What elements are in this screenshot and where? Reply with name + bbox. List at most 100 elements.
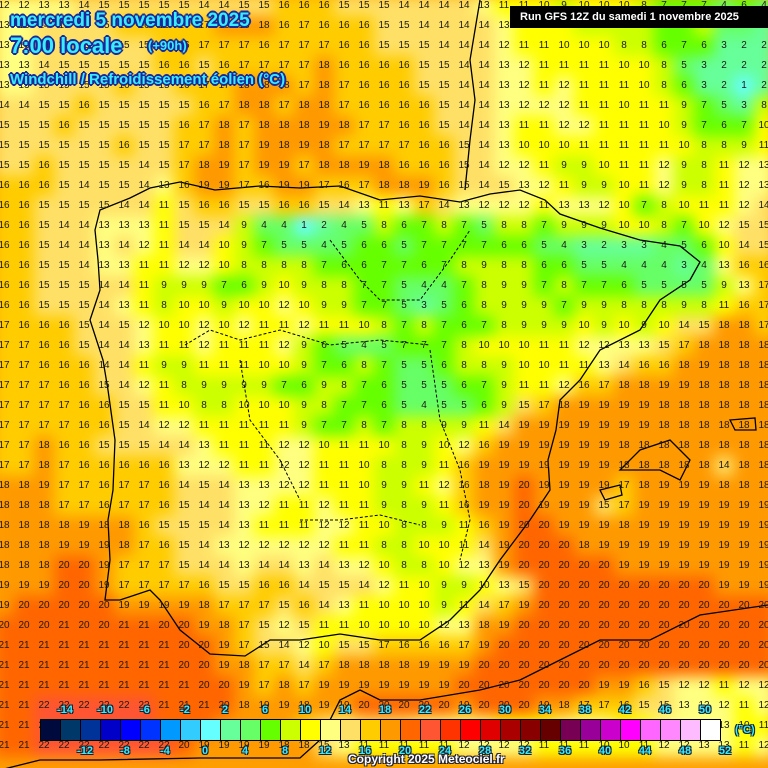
grid-value: 21	[0, 680, 10, 691]
grid-value: 13	[398, 200, 410, 211]
grid-value: 14	[0, 100, 10, 111]
grid-value: 18	[0, 560, 10, 571]
grid-value: 14	[178, 240, 190, 251]
grid-value: 22	[78, 740, 90, 751]
grid-value: 9	[521, 320, 527, 331]
grid-value: 15	[58, 100, 70, 111]
grid-value: 14	[218, 480, 230, 491]
grid-value: 11	[358, 740, 370, 751]
grid-value: 18	[698, 380, 710, 391]
grid-value: 17	[18, 420, 30, 431]
grid-value: 14	[278, 560, 290, 571]
grid-value: 11	[218, 440, 230, 451]
grid-value: 13	[458, 200, 470, 211]
grid-value: 8	[401, 440, 407, 451]
grid-value: 3	[681, 260, 687, 271]
grid-value: 22	[138, 740, 150, 751]
grid-value: 5	[581, 260, 587, 271]
grid-value: 9	[241, 240, 247, 251]
grid-value: 16	[0, 200, 10, 211]
grid-value: 18	[698, 440, 710, 451]
grid-value: 19	[758, 520, 768, 531]
grid-value: 18	[318, 160, 330, 171]
grid-value: 11	[658, 140, 670, 151]
grid-value: 16	[18, 260, 30, 271]
grid-value: 19	[538, 500, 550, 511]
grid-value: 16	[438, 640, 450, 651]
grid-value: 9	[501, 280, 507, 291]
grid-value: 15	[98, 160, 110, 171]
grid-value: 11	[198, 360, 210, 371]
grid-value: 20	[578, 560, 590, 571]
grid-value: 17	[178, 580, 190, 591]
grid-value: 15	[138, 0, 150, 11]
grid-value: 21	[18, 680, 30, 691]
grid-value: 17	[0, 360, 10, 371]
grid-value: 4	[641, 260, 647, 271]
grid-value: 17	[58, 400, 70, 411]
grid-value: 11	[638, 120, 650, 131]
grid-value: 10	[278, 280, 290, 291]
grid-value: 9	[601, 220, 607, 231]
grid-value: 14	[118, 360, 130, 371]
grid-value: 11	[458, 540, 470, 551]
grid-value: 10	[358, 480, 370, 491]
grid-value: 20	[178, 620, 190, 631]
legend-tick-bottom: 0	[201, 745, 209, 757]
grid-value: 5	[441, 380, 447, 391]
grid-value: 17	[58, 420, 70, 431]
grid-value: 21	[58, 620, 70, 631]
grid-value: 20	[658, 580, 670, 591]
grid-value: 15	[38, 140, 50, 151]
grid-value: 14	[138, 180, 150, 191]
grid-value: 11	[258, 460, 270, 471]
grid-value: 11	[238, 360, 250, 371]
grid-value: 11	[598, 120, 610, 131]
grid-value: 6	[381, 240, 387, 251]
grid-value: 14	[98, 280, 110, 291]
grid-value: 16	[0, 180, 10, 191]
grid-value: 13	[238, 480, 250, 491]
grid-value: 18	[558, 700, 570, 711]
grid-value: 14	[118, 340, 130, 351]
grid-value: 15	[378, 0, 390, 11]
grid-value: 18	[718, 360, 730, 371]
grid-value: 10	[518, 360, 530, 371]
grid-value: 7	[541, 220, 547, 231]
grid-value: 19	[678, 480, 690, 491]
grid-value: 9	[401, 480, 407, 491]
grid-value: 12	[518, 160, 530, 171]
grid-value: 18	[258, 80, 270, 91]
grid-value: 12	[498, 740, 510, 751]
grid-value: 11	[578, 100, 590, 111]
grid-value: 6	[661, 40, 667, 51]
grid-value: 16	[638, 360, 650, 371]
grid-value: 9	[461, 580, 467, 591]
grid-value: 12	[138, 240, 150, 251]
legend-swatch	[601, 720, 621, 740]
grid-value: 12	[298, 640, 310, 651]
grid-value: 8	[701, 180, 707, 191]
grid-value: 16	[38, 180, 50, 191]
grid-value: 21	[58, 680, 70, 691]
legend-tick-top: 6	[261, 704, 269, 716]
grid-value: 11	[338, 500, 350, 511]
grid-value: 14	[138, 200, 150, 211]
grid-value: 19	[578, 400, 590, 411]
grid-value: 19	[218, 660, 230, 671]
grid-value: 19	[718, 560, 730, 571]
grid-value: 15	[38, 220, 50, 231]
grid-value: 10	[738, 720, 750, 731]
legend-swatch	[541, 720, 561, 740]
grid-value: 15	[318, 580, 330, 591]
grid-value: 8	[641, 300, 647, 311]
grid-value: 20	[538, 660, 550, 671]
grid-value: 12	[498, 200, 510, 211]
grid-value: 20	[498, 680, 510, 691]
grid-value: 19	[598, 400, 610, 411]
legend-tick-top: 38	[578, 704, 592, 716]
grid-value: 12	[578, 120, 590, 131]
grid-value: 10	[598, 740, 610, 751]
grid-value: 7	[741, 120, 747, 131]
grid-value: 16	[0, 220, 10, 231]
